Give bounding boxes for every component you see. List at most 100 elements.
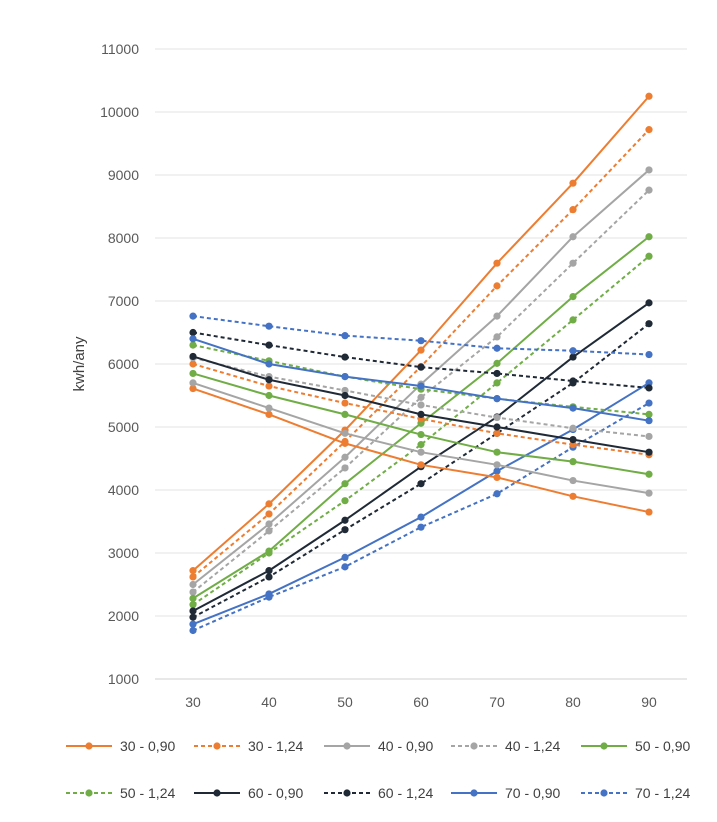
data-point [493,467,501,475]
legend-item: 70 - 0,90 [451,785,560,801]
data-point [265,593,273,601]
legend-label: 50 - 1,24 [120,785,175,801]
y-tick-label: 3000 [108,545,139,561]
y-axis-ticks: 1000 2000 3000 4000 5000 6000 7000 8000 9000 1000… [100,41,139,687]
x-tick-label: 90 [641,694,657,710]
data-point [341,429,349,437]
data-point [645,379,653,387]
series [189,312,653,359]
legend-marker [470,742,478,750]
legend-label: 60 - 0,90 [248,785,303,801]
series [189,360,653,459]
data-point [645,299,653,307]
legend-label: 40 - 1,24 [505,738,560,754]
data-point [189,567,197,575]
data-point [189,379,197,387]
data-point [417,401,425,409]
data-point [417,513,425,521]
data-point [341,399,349,407]
data-point [341,516,349,524]
data-point [645,432,653,441]
legend-item: 60 - 0,90 [194,785,303,801]
data-point [569,347,577,355]
legend-marker [85,742,93,750]
data-point [645,470,653,478]
data-point [189,594,197,602]
data-point [493,429,501,437]
data-point [189,328,197,337]
data-point [645,417,653,425]
gridlines [155,48,687,680]
series [189,384,653,516]
series-group [189,92,653,635]
data-point [189,580,197,589]
data-point [645,320,653,328]
data-point [341,391,349,400]
data-point [265,376,273,384]
data-point [645,252,653,260]
data-point [417,430,425,439]
y-tick-label: 1000 [108,671,139,687]
data-point [493,369,501,378]
y-tick-label: 9000 [108,167,139,183]
data-point [493,461,501,469]
legend-item: 30 - 1,24 [194,738,303,754]
legend-item: 60 - 1,24 [324,785,433,801]
data-point [417,382,425,390]
legend-item: 30 - 0,90 [66,738,175,754]
data-point [189,588,197,596]
data-point [341,439,349,447]
data-point [493,333,501,341]
data-point [569,476,577,485]
y-tick-label: 6000 [108,356,139,372]
data-point [569,441,577,449]
data-point [645,166,653,174]
legend-marker [213,789,221,797]
legend-label: 40 - 0,90 [378,738,433,754]
data-point [341,453,349,461]
data-point [645,186,653,194]
data-point [189,352,197,361]
data-point [265,360,273,368]
y-axis-title: kwh/any [71,336,88,392]
data-point [265,527,273,535]
series [189,369,653,478]
legend-label: 70 - 1,24 [635,785,690,801]
data-point [189,312,197,320]
data-point [265,500,273,508]
series [189,335,653,425]
data-point [417,363,425,371]
series [189,379,653,497]
data-point [645,448,653,456]
x-tick-label: 60 [413,694,429,710]
data-point [341,353,349,361]
data-point [493,282,501,290]
data-point [417,441,425,449]
data-point [493,312,501,320]
legend-item: 40 - 0,90 [324,738,433,754]
legend-marker [600,789,608,797]
legend-item: 50 - 0,90 [581,738,690,754]
y-tick-label: 7000 [108,293,139,309]
data-point [569,377,577,385]
data-point [265,567,273,575]
x-tick-label: 30 [185,694,201,710]
data-point [645,126,653,134]
data-point [569,259,577,267]
legend-label: 60 - 1,24 [378,785,433,801]
x-tick-label: 80 [565,694,581,710]
data-point [189,620,197,628]
data-point [493,413,501,422]
data-point [569,436,577,444]
data-point [569,404,577,412]
legend-marker [343,742,351,750]
legend-label: 30 - 1,24 [248,738,303,754]
data-point [645,399,653,407]
data-point [645,92,653,100]
legend-marker [470,789,478,797]
data-point [493,259,501,267]
data-point [569,206,577,214]
data-point [417,461,425,469]
